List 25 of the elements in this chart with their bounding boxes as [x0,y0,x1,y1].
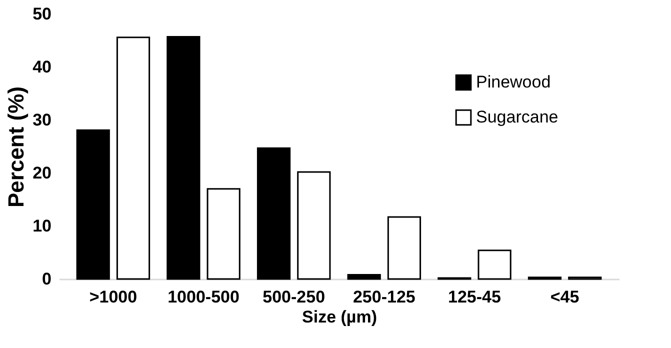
bar [116,36,150,280]
y-tick-label: 50 [32,4,52,24]
y-axis-title: Percent (%) [4,86,29,208]
bar [206,188,240,280]
legend-label: Sugarcane [476,108,558,126]
bar [347,274,381,280]
y-tick-label: 0 [42,270,52,288]
bar [297,171,331,280]
x-tick-label: 500-250 [262,288,326,306]
x-tick-label: 250-125 [352,288,416,306]
x-tick-label: 1000-500 [168,288,240,306]
bar [166,36,200,280]
bar [256,147,291,280]
bar [76,129,110,280]
y-tick-label: 40 [32,58,52,76]
y-tick-label: 10 [32,216,52,236]
x-axis-title: Size (µm) [302,308,377,326]
y-tick-label: 20 [32,164,52,182]
x-tick-label: <45 [550,288,580,306]
legend-label: Pinewood [476,72,551,92]
x-tick-label: 125-45 [448,288,501,306]
y-tick-label: 30 [32,110,52,130]
bar [478,250,512,280]
bar [387,216,422,280]
x-tick-label: >1000 [89,288,138,306]
